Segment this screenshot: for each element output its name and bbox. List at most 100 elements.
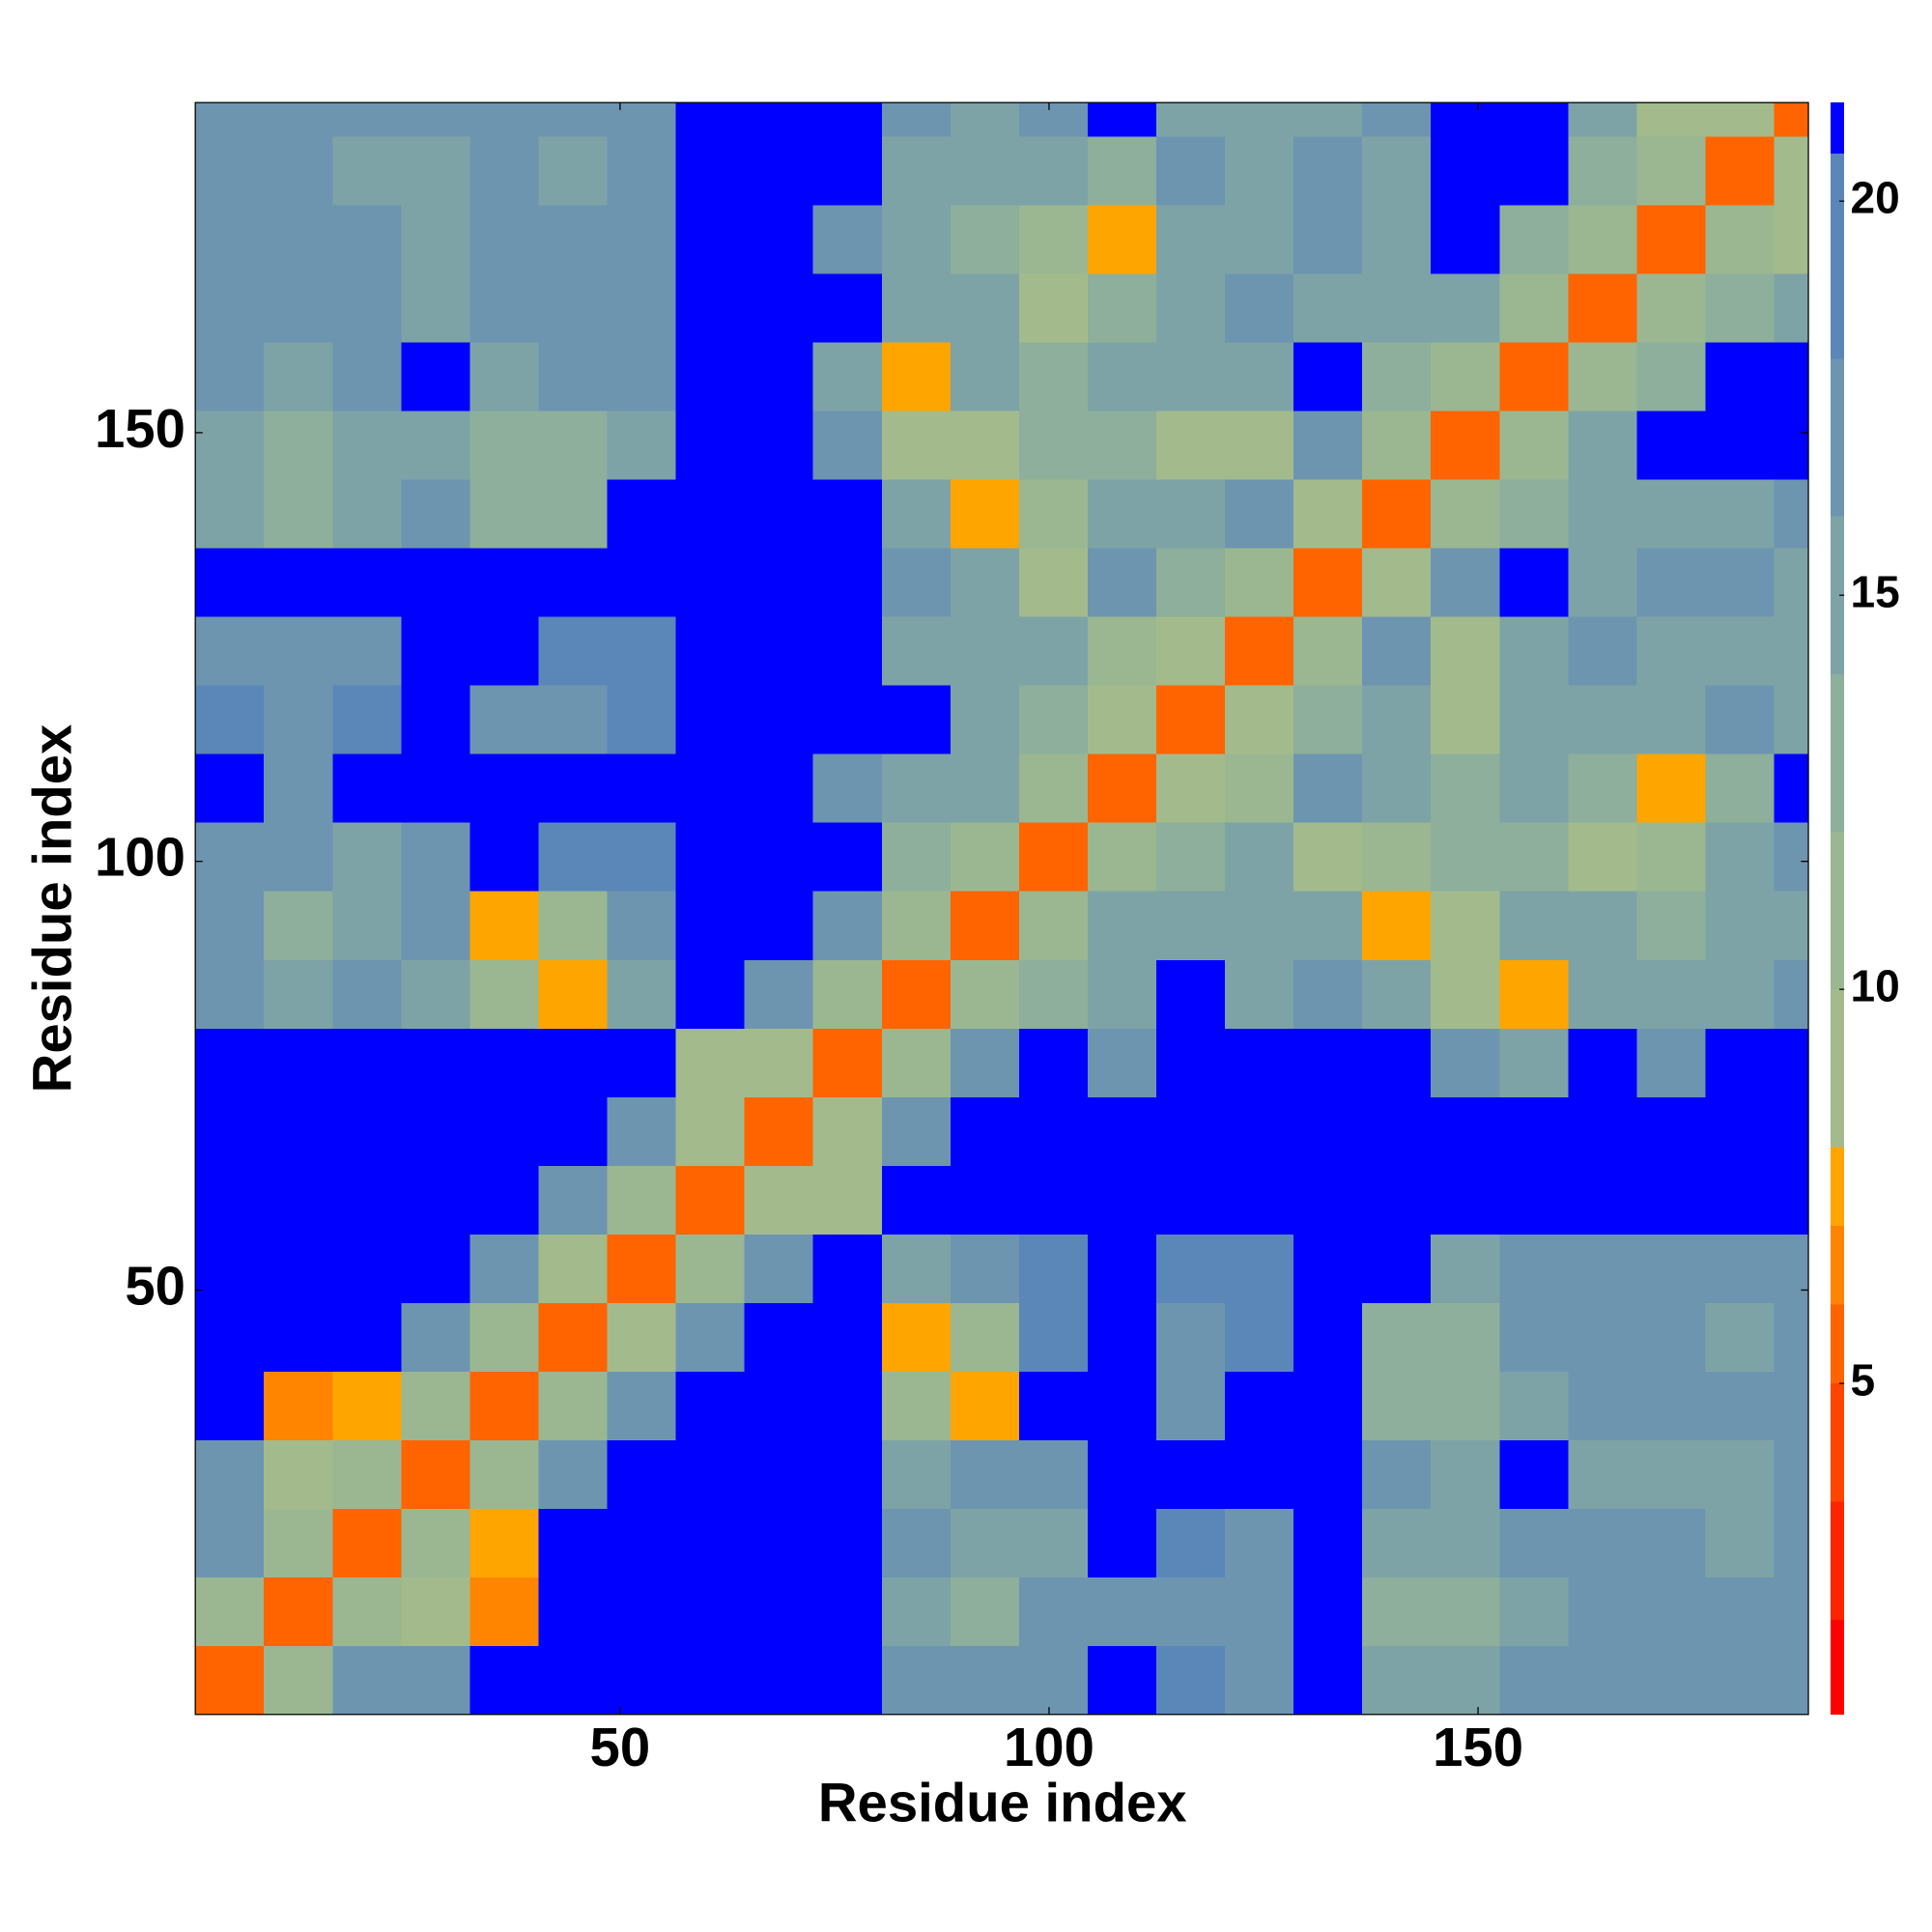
heatmap-cell (1087, 1096, 1156, 1166)
heatmap-cell (538, 548, 608, 617)
heatmap-cell (401, 959, 470, 1029)
heatmap-cell (607, 1371, 676, 1440)
heatmap-cell (744, 548, 813, 617)
heatmap-cell (744, 136, 813, 206)
heatmap-cell (1087, 548, 1156, 617)
heatmap-cell (607, 1508, 676, 1577)
heatmap-cell (1225, 1439, 1294, 1509)
heatmap-cell (1431, 1508, 1500, 1577)
heatmap-cell (1225, 548, 1294, 617)
heatmap-cell (1155, 1165, 1226, 1235)
heatmap-cell (1431, 1645, 1500, 1715)
heatmap-cell (401, 548, 470, 617)
heatmap-cell (675, 891, 745, 960)
heatmap-cell (1431, 1096, 1500, 1166)
heatmap-cell (1636, 342, 1706, 412)
heatmap-cell (401, 1165, 470, 1235)
heatmap-cell (538, 959, 608, 1029)
heatmap-cell (607, 959, 676, 1029)
heatmap-cell (538, 411, 608, 480)
heatmap-cell (1225, 891, 1294, 960)
heatmap-cell (812, 1028, 882, 1097)
heatmap-cell (675, 136, 745, 206)
heatmap-cell (195, 273, 265, 343)
heatmap-cell (1568, 342, 1637, 412)
heatmap-cell (195, 136, 265, 206)
heatmap-cell (950, 205, 1019, 274)
heatmap-cell (1431, 1234, 1500, 1303)
heatmap-cell (950, 1508, 1019, 1577)
heatmap-cell (950, 753, 1019, 823)
heatmap-cell (1087, 959, 1156, 1029)
colorbar-band (1831, 516, 1845, 674)
heatmap-cell (264, 685, 333, 754)
heatmap-cell (264, 753, 333, 823)
heatmap-cell (1293, 1645, 1363, 1715)
heatmap-cell (1018, 959, 1088, 1029)
heatmap-cell (607, 1439, 676, 1509)
heatmap-cell (1568, 1645, 1637, 1715)
heatmap-cell (1018, 479, 1088, 549)
heatmap-cell (1018, 1371, 1088, 1440)
colorbar-band (1831, 358, 1845, 517)
heatmap-cell (1225, 1234, 1294, 1303)
heatmap-cell (264, 1096, 333, 1166)
heatmap-cell (1225, 205, 1294, 274)
heatmap-cell (744, 479, 813, 549)
heatmap-cell (744, 102, 813, 137)
heatmap-cell (607, 1577, 676, 1646)
heatmap-cell (1774, 616, 1809, 686)
heatmap-cell (1499, 1028, 1569, 1097)
heatmap-cell (1018, 342, 1088, 412)
heatmap-cell (1636, 1234, 1706, 1303)
heatmap-cell (1362, 1234, 1432, 1303)
heatmap-cell (1774, 411, 1809, 480)
colorbar-tick-label: 20 (1851, 172, 1900, 222)
heatmap-cell (675, 1028, 745, 1097)
heatmap-cell (538, 1645, 608, 1715)
heatmap-cell (195, 479, 265, 549)
heatmap-cell (812, 1371, 882, 1440)
heatmap-cell (1293, 411, 1363, 480)
heatmap-cell (607, 1165, 676, 1235)
heatmap-cell (538, 1439, 608, 1509)
heatmap-cell (1568, 1302, 1637, 1372)
heatmap-cell (1087, 411, 1156, 480)
heatmap-cell (1568, 753, 1637, 823)
heatmap-cell (538, 685, 608, 754)
heatmap-cell (332, 1165, 402, 1235)
heatmap-cell (744, 685, 813, 754)
heatmap-cell (332, 1508, 402, 1577)
heatmap-cell (1774, 1302, 1809, 1372)
heatmap-cell (1293, 273, 1363, 343)
heatmap-cell (744, 1439, 813, 1509)
heatmap-cell (195, 1577, 265, 1646)
heatmap-cell (332, 753, 402, 823)
heatmap-cell (950, 479, 1019, 549)
heatmap-cell (675, 102, 745, 137)
heatmap-cell (950, 1439, 1019, 1509)
heatmap-cell (469, 205, 539, 274)
heatmap-cell (1636, 136, 1706, 206)
heatmap-cell (332, 891, 402, 960)
heatmap-cell (1705, 1645, 1775, 1715)
heatmap-cell (1636, 1028, 1706, 1097)
heatmap-cell (195, 1508, 265, 1577)
heatmap-cell (950, 1096, 1019, 1166)
heatmap-cell (1636, 1371, 1706, 1440)
heatmap-cell (264, 479, 333, 549)
heatmap-cell (1362, 102, 1432, 137)
heatmap-cell (195, 1028, 265, 1097)
heatmap-cell (744, 959, 813, 1029)
heatmap-cell (881, 959, 951, 1029)
heatmap-cell (1293, 1439, 1363, 1509)
heatmap-cell (1636, 411, 1706, 480)
heatmap-cell (1155, 753, 1226, 823)
heatmap-cell (401, 1508, 470, 1577)
heatmap-cell (401, 479, 470, 549)
heatmap-cell (675, 685, 745, 754)
heatmap-cell (1705, 753, 1775, 823)
heatmap-cell (264, 273, 333, 343)
heatmap-cell (1705, 822, 1775, 892)
heatmap-cell (1155, 1096, 1226, 1166)
